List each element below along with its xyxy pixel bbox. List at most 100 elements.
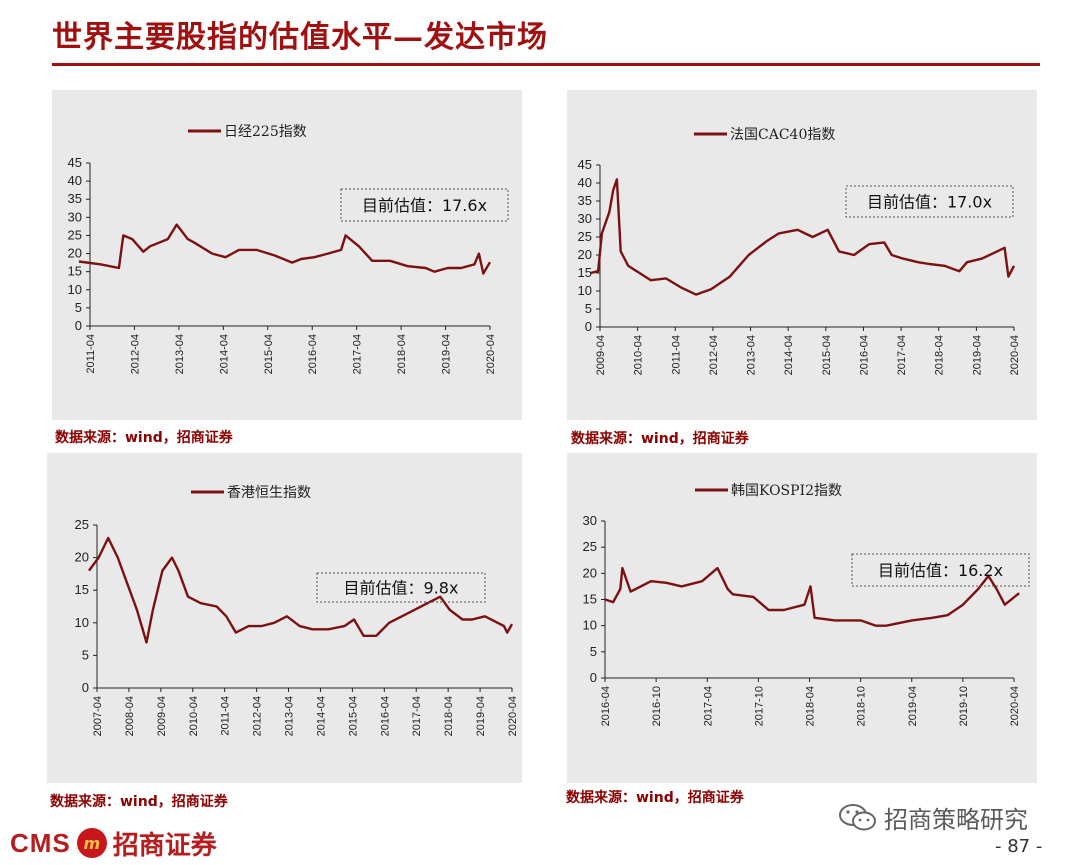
y-tick-label: 20 (583, 565, 597, 580)
chart-svg-cac40: 0 5 10 15 20 25 30 35 40 45 2009-04 2010-04 2011-04 2… (578, 127, 1021, 375)
y-tick-label: 20 (578, 247, 592, 262)
x-tick-label: 2013-04 (746, 335, 758, 375)
x-tick-label: 2012-04 (252, 696, 264, 736)
x-tick-label: 2007-04 (92, 696, 104, 736)
y-tick-label: 45 (578, 157, 592, 172)
y-tick-label: 0 (82, 680, 89, 695)
cms-logo-text: CMS (10, 827, 71, 858)
x-tick-label: 2014-04 (218, 334, 230, 374)
x-tick-label: 2017-04 (352, 334, 364, 374)
x-tick-label: 2015-04 (821, 335, 833, 375)
y-tick-label: 15 (578, 265, 592, 280)
x-tick-label: 2018-04 (443, 696, 455, 736)
x-tick-label: 2013-04 (174, 334, 186, 374)
x-tick-label: 2019-04 (475, 696, 487, 736)
x-tick-label: 2017-04 (896, 335, 908, 375)
chart-svg-kospi: 0 5 10 15 20 25 30 2016-04 2016-10 2017-04 2017-10… (583, 483, 1030, 726)
page-title: 世界主要股指的估值水平—发达市场 (52, 20, 548, 55)
valuation-box (851, 553, 1030, 587)
y-tick-label: 45 (68, 155, 82, 170)
x-tick-label: 2015-04 (263, 334, 275, 374)
x-tick-label: 2017-10 (753, 686, 765, 726)
chart-svg-hangseng: 0 5 10 15 20 25 2007-04 2008-04 2009-04 2010-04 20… (75, 485, 519, 736)
x-tick-label: 2019-04 (907, 686, 919, 726)
title-divider (52, 63, 1040, 66)
y-tick-label: 5 (590, 644, 597, 659)
x-tick-label: 2015-04 (347, 696, 359, 736)
x-tick-label: 2016-04 (858, 335, 870, 375)
chart-panel-kospi: 0 5 10 15 20 25 30 2016-04 2016-10 2017-04 2017-10… (567, 453, 1037, 783)
y-tick-label: 0 (75, 318, 82, 333)
y-tick-label: 0 (590, 670, 597, 685)
series-line-cac40 (590, 178, 1016, 296)
x-tick-label: 2011-04 (670, 335, 682, 375)
x-tick-label: 2012-04 (708, 335, 720, 375)
source-note-kospi: 数据来源：wind，招商证券 (566, 790, 744, 806)
y-tick-label: 15 (75, 582, 89, 597)
y-tick-label: 20 (75, 550, 89, 565)
series-line-hangseng (88, 536, 514, 644)
x-tick-label: 2016-04 (379, 696, 391, 736)
x-tick-label: 2016-04 (600, 686, 612, 726)
x-tick-label: 2018-04 (934, 335, 946, 375)
x-tick-label: 2008-04 (124, 696, 136, 736)
y-tick-label: 0 (585, 319, 592, 334)
x-tick-label: 2016-04 (307, 334, 319, 374)
wechat-icon (839, 803, 876, 830)
x-tick-label: 2010-04 (188, 696, 200, 736)
y-tick-label: 15 (583, 592, 597, 607)
legend-label: 法国CAC40指数 (730, 127, 835, 143)
x-tick-label: 2014-04 (783, 335, 795, 375)
y-tick-label: 30 (578, 211, 592, 226)
y-tick-label: 40 (68, 173, 82, 188)
chart-svg-nikkei: 0 5 10 15 20 25 30 35 40 45 2011-04 2012-04 2013-04 2… (68, 124, 509, 374)
cms-logo: CMS m 招商证券 (10, 826, 217, 861)
x-tick-label: 2018-04 (396, 334, 408, 374)
source-note-cac40: 数据来源：wind，招商证券 (571, 431, 749, 447)
valuation-box (316, 572, 486, 603)
legend-label: 韩国KOSPI2指数 (731, 483, 842, 499)
x-tick-label: 2019-04 (441, 334, 453, 374)
y-tick-label: 10 (578, 283, 592, 298)
y-tick-label: 20 (68, 246, 82, 261)
x-tick-label: 2014-04 (315, 696, 327, 736)
series-line-nikkei (78, 223, 492, 275)
chart-panel-hangseng: 0 5 10 15 20 25 2007-04 2008-04 2009-04 2010-04 20… (47, 453, 522, 783)
y-tick-label: 35 (68, 191, 82, 206)
y-tick-label: 30 (583, 513, 597, 528)
y-tick-label: 40 (578, 175, 592, 190)
y-tick-label: 5 (75, 300, 82, 315)
y-tick-label: 10 (68, 282, 82, 297)
x-tick-label: 2019-04 (971, 335, 983, 375)
page-number: - 87 - (995, 836, 1043, 857)
x-tick-label: 2011-04 (85, 334, 97, 374)
chart-panel-cac40: 0 5 10 15 20 25 30 35 40 45 2009-04 2010-04 2011-04 2… (567, 90, 1037, 420)
y-tick-label: 5 (82, 647, 89, 662)
valuation-box (845, 185, 1014, 218)
x-tick-label: 2016-10 (651, 686, 663, 726)
valuation-box (340, 188, 509, 222)
y-tick-label: 25 (583, 539, 597, 554)
x-tick-label: 2020-04 (1009, 335, 1021, 375)
x-tick-label: 2018-04 (805, 686, 817, 726)
x-tick-label: 2020-04 (507, 696, 519, 736)
cms-emblem-icon: m (76, 828, 107, 858)
valuation-label: 目前估值：17.6x (362, 196, 487, 215)
y-tick-label: 5 (585, 301, 592, 316)
x-tick-label: 2017-04 (702, 686, 714, 726)
x-tick-label: 2010-04 (633, 335, 645, 375)
series-line-kospi (604, 566, 1020, 627)
valuation-label: 目前估值：9.8x (344, 579, 459, 598)
wechat-account-name: 招商策略研究 (884, 806, 1028, 834)
source-note-nikkei: 数据来源：wind，招商证券 (55, 430, 233, 446)
valuation-label: 目前估值：17.0x (867, 193, 992, 212)
legend-label: 香港恒生指数 (227, 485, 311, 501)
x-tick-label: 2020-04 (485, 334, 497, 374)
wechat-watermark: 招商策略研究 (838, 800, 1028, 835)
y-tick-label: 10 (75, 615, 89, 630)
source-note-hangseng: 数据来源：wind，招商证券 (50, 794, 228, 810)
x-tick-label: 2011-04 (220, 696, 232, 736)
y-tick-label: 35 (578, 193, 592, 208)
x-tick-label: 2009-04 (156, 696, 168, 736)
y-tick-label: 25 (68, 227, 82, 242)
